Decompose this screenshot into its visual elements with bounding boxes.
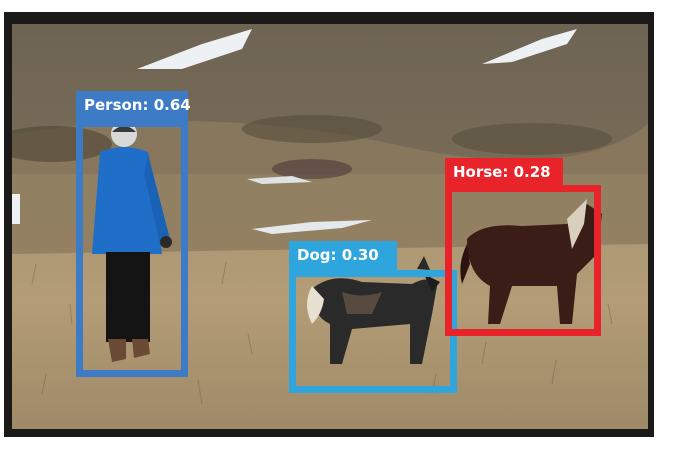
mid-slope <box>12 121 648 254</box>
dog-detection-label: Dog: 0.30 <box>289 241 397 271</box>
dog-figure <box>307 256 440 364</box>
person-figure <box>92 121 172 362</box>
person-bounding-box <box>76 120 188 377</box>
dog-bounding-box <box>289 270 457 393</box>
horse-bounding-box <box>445 185 601 336</box>
horse-detection-label: Horse: 0.28 <box>445 158 563 188</box>
snow-patch <box>247 176 312 184</box>
snow-patch <box>12 194 20 224</box>
horse-figure <box>460 199 602 324</box>
person-detection-label: Person: 0.64 <box>76 91 191 121</box>
snow-patch <box>252 220 372 234</box>
snow-patch <box>482 29 577 64</box>
snow-patch <box>137 29 252 69</box>
